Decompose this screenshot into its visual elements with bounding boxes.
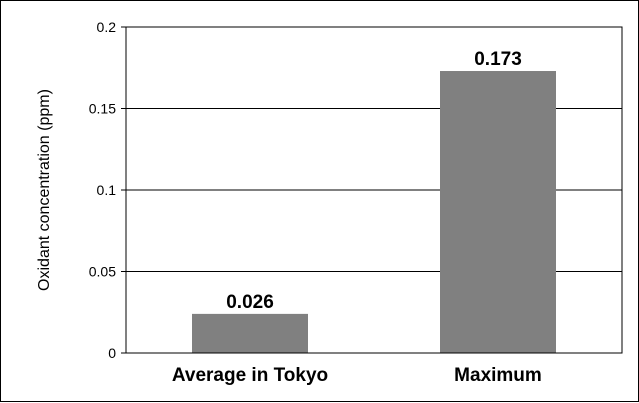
bar-value-label: 0.026	[226, 292, 274, 313]
y-tick-label: 0	[108, 345, 116, 361]
bar-value-label: 0.173	[474, 49, 522, 70]
y-tick-label: 0.2	[97, 19, 117, 35]
x-category-label: Average in Tokyo	[172, 365, 328, 386]
plot-area-border	[125, 26, 623, 354]
axes	[121, 26, 623, 354]
y-tick-label: 0.05	[89, 264, 116, 280]
y-tick-label: 0.1	[97, 182, 117, 198]
y-axis-title: Oxidant concentration (ppm)	[36, 89, 53, 291]
bar	[192, 313, 308, 353]
labels: 0 0.05 0.1 0.15 0.2 0.026 Average in Tokyo 0.17…	[89, 19, 542, 386]
x-category-label: Maximum	[454, 365, 542, 386]
y-tick-label: 0.15	[89, 101, 116, 117]
bar	[440, 71, 556, 353]
bars	[192, 71, 556, 353]
